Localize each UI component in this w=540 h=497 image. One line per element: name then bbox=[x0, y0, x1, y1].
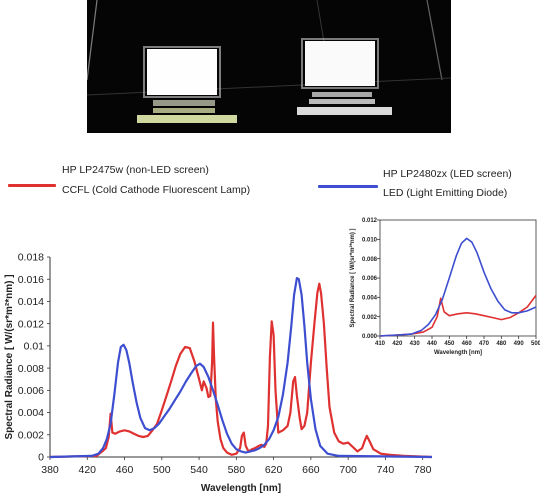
legend-led-swatch bbox=[318, 185, 378, 188]
y-axis-label: Spectral Radiance [ W/(sr*m²*nm) ] bbox=[4, 274, 15, 439]
y-tick-label: 0.012 bbox=[362, 218, 378, 224]
x-tick-label: 470 bbox=[479, 341, 490, 347]
legend-ccfl-swatch bbox=[8, 184, 56, 187]
legend-led-type: LED (Light Emitting Diode) bbox=[383, 187, 508, 199]
y-tick-label: 0.008 bbox=[18, 363, 44, 375]
x-tick-label: 480 bbox=[496, 341, 507, 347]
y-tick-label: 0.012 bbox=[18, 318, 44, 330]
x-tick-label: 490 bbox=[514, 341, 525, 347]
y-tick-label: 0.018 bbox=[18, 252, 44, 264]
y-tick-label: 0.014 bbox=[18, 296, 44, 308]
x-axis-label: Wavelength [nm] bbox=[434, 350, 482, 356]
monitor-photo bbox=[87, 0, 451, 133]
y-tick-label: 0.000 bbox=[362, 334, 378, 340]
y-tick-label: 0.010 bbox=[362, 237, 378, 243]
y-tick-label: 0.002 bbox=[18, 429, 44, 441]
x-tick-label: 580 bbox=[228, 464, 246, 476]
x-tick-label: 500 bbox=[153, 464, 171, 476]
y-tick-label: 0.006 bbox=[18, 385, 44, 397]
y-tick-label: 0 bbox=[38, 452, 44, 464]
plot-frame bbox=[379, 219, 537, 337]
x-tick-label: 420 bbox=[79, 464, 97, 476]
x-tick-label: 420 bbox=[392, 341, 403, 347]
y-tick-label: 0.016 bbox=[18, 274, 44, 286]
x-tick-label: 500 bbox=[531, 341, 540, 347]
x-tick-label: 740 bbox=[377, 464, 395, 476]
y-tick-label: 0.01 bbox=[24, 341, 45, 353]
x-tick-label: 460 bbox=[116, 464, 134, 476]
y-tick-label: 0.008 bbox=[362, 257, 378, 263]
x-tick-label: 430 bbox=[410, 341, 421, 347]
x-tick-label: 540 bbox=[190, 464, 208, 476]
x-tick-label: 660 bbox=[302, 464, 320, 476]
legend-ccfl-type: CCFL (Cold Cathode Fluorescent Lamp) bbox=[62, 184, 251, 196]
y-tick-label: 0.002 bbox=[362, 315, 378, 321]
y-tick-label: 0.004 bbox=[18, 407, 44, 419]
x-tick-label: 780 bbox=[414, 464, 432, 476]
legend-ccfl: HP LP2475w (non-LED screen) CCFL (Cold C… bbox=[62, 164, 250, 196]
x-tick-label: 700 bbox=[339, 464, 357, 476]
x-tick-label: 410 bbox=[375, 341, 386, 347]
y-axis-label: Spectral Radiance [ W/(sr*m²*nm) ] bbox=[349, 228, 356, 327]
y-tick-label: 0.006 bbox=[362, 276, 378, 282]
x-axis-label: Wavelength [nm] bbox=[201, 483, 281, 494]
x-tick-label: 450 bbox=[444, 341, 455, 347]
series-line-ccfl bbox=[379, 294, 537, 337]
x-tick-label: 440 bbox=[427, 341, 438, 347]
inset-spectrum-chart: 410 420 430 440 450 460 470 480 490 500 0.000 0.002… bbox=[349, 218, 540, 356]
legend-ccfl-name: HP LP2475w (non-LED screen) bbox=[62, 164, 209, 176]
series-line-led bbox=[49, 277, 433, 459]
x-tick-label: 460 bbox=[462, 341, 473, 347]
y-tick-label: 0.004 bbox=[362, 295, 378, 301]
legend-led: HP LP2480zx (LED screen) LED (Light Emit… bbox=[383, 168, 512, 199]
x-tick-label: 620 bbox=[265, 464, 283, 476]
series-line-led bbox=[379, 237, 537, 337]
x-tick-label: 380 bbox=[41, 464, 59, 476]
main-spectrum-chart: 380 420 460 500 540 580 620 660 700 740 780 0 0.002 0… bbox=[4, 252, 433, 494]
legend-led-name: HP LP2480zx (LED screen) bbox=[383, 168, 512, 180]
